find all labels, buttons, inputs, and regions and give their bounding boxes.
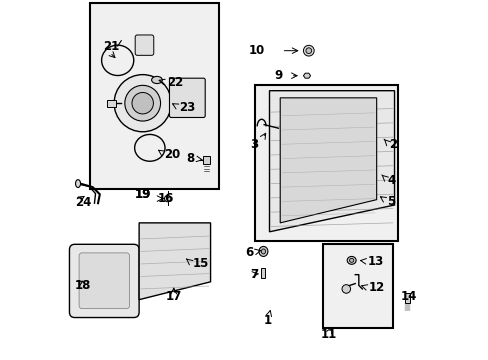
Bar bbox=[404, 293, 409, 303]
Text: 14: 14 bbox=[400, 290, 416, 303]
Text: 20: 20 bbox=[164, 148, 181, 161]
Text: 11: 11 bbox=[320, 328, 336, 341]
Bar bbox=[90, 3, 219, 189]
Polygon shape bbox=[139, 223, 210, 300]
Circle shape bbox=[305, 48, 311, 54]
Text: 4: 4 bbox=[386, 174, 395, 186]
Text: 19: 19 bbox=[134, 188, 151, 201]
Bar bbox=[255, 85, 397, 241]
Ellipse shape bbox=[124, 85, 160, 121]
Polygon shape bbox=[269, 91, 394, 232]
Bar bbox=[261, 267, 264, 278]
Ellipse shape bbox=[349, 258, 353, 262]
Text: 13: 13 bbox=[366, 255, 383, 268]
Text: 2: 2 bbox=[388, 138, 396, 151]
Ellipse shape bbox=[114, 75, 171, 132]
Text: 1: 1 bbox=[263, 314, 271, 327]
Text: 21: 21 bbox=[103, 40, 120, 53]
Ellipse shape bbox=[259, 247, 267, 256]
Text: 15: 15 bbox=[192, 257, 209, 270]
Text: 7: 7 bbox=[250, 268, 258, 281]
Bar bbox=[323, 244, 392, 328]
FancyBboxPatch shape bbox=[135, 35, 153, 55]
Polygon shape bbox=[303, 73, 310, 78]
Circle shape bbox=[341, 285, 350, 293]
Bar bbox=[203, 156, 209, 164]
Ellipse shape bbox=[75, 180, 81, 188]
Ellipse shape bbox=[261, 249, 265, 254]
Text: 19: 19 bbox=[134, 188, 151, 201]
Circle shape bbox=[303, 45, 313, 56]
Ellipse shape bbox=[164, 195, 171, 202]
Text: 10: 10 bbox=[248, 44, 264, 57]
Text: 22: 22 bbox=[167, 76, 183, 89]
Ellipse shape bbox=[346, 256, 355, 264]
Text: 5: 5 bbox=[386, 195, 395, 208]
Text: 3: 3 bbox=[250, 138, 258, 151]
Text: 23: 23 bbox=[179, 101, 195, 114]
FancyBboxPatch shape bbox=[169, 78, 205, 117]
Bar bbox=[107, 100, 116, 107]
Text: 17: 17 bbox=[165, 289, 182, 303]
Text: 18: 18 bbox=[75, 279, 91, 292]
Ellipse shape bbox=[151, 76, 162, 84]
FancyBboxPatch shape bbox=[79, 253, 129, 309]
Polygon shape bbox=[280, 98, 376, 223]
Ellipse shape bbox=[132, 93, 153, 114]
Text: 12: 12 bbox=[367, 282, 384, 294]
Text: 6: 6 bbox=[245, 246, 253, 258]
Text: 24: 24 bbox=[75, 195, 91, 209]
Text: 8: 8 bbox=[186, 152, 194, 165]
FancyBboxPatch shape bbox=[69, 244, 139, 318]
Text: 16: 16 bbox=[158, 192, 174, 205]
Text: 9: 9 bbox=[274, 69, 282, 82]
